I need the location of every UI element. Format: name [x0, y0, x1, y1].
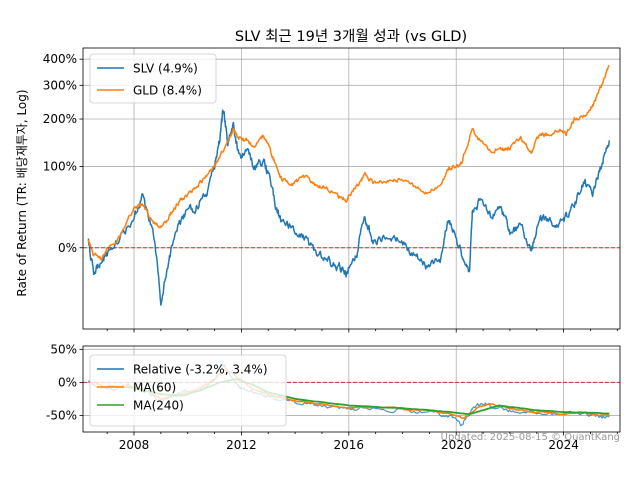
- rel-legend-label: MA(60): [133, 381, 176, 395]
- main-ytick-label: 100%: [43, 160, 77, 174]
- rel-ytick-label: -50%: [46, 408, 77, 422]
- y-axis-label: Rate of Return (TR: 배당재투자, Log): [15, 89, 29, 296]
- rel-xtick-label: 2024: [548, 438, 579, 452]
- chart-title: SLV 최근 19년 3개월 성과 (vs GLD): [235, 28, 467, 45]
- main-legend-label: SLV (4.9%): [133, 62, 198, 76]
- main-plot-area: [87, 65, 611, 306]
- main-legend-label: GLD (8.4%): [133, 84, 202, 98]
- rel-xtick-label: 2016: [334, 438, 365, 452]
- main-chart: 400% 300% 200% 100% 0% SLV (4.9%) GLD (8.4%): [43, 47, 621, 333]
- main-ytick-label: 400%: [43, 52, 77, 66]
- main-ytick-label: 0%: [58, 241, 77, 255]
- rel-axes-frame: [82, 345, 621, 433]
- rel-legend-box: [89, 354, 287, 427]
- main-series-line-1: [87, 65, 610, 261]
- relative-chart: 50% 0% -50% 2008 2012 2016 2020 2024 Relative (-…: [46, 342, 621, 452]
- main-legend: SLV (4.9%) GLD (8.4%): [89, 53, 217, 104]
- main-series-line-0: [87, 109, 611, 306]
- rel-legend-label: Relative (-3.2%, 3.4%): [133, 363, 268, 377]
- rel-legend: Relative (-3.2%, 3.4%) MA(60) MA(240): [89, 354, 287, 427]
- rel-xtick-label: 2012: [226, 438, 257, 452]
- rel-xtick-label: 2008: [119, 438, 150, 452]
- main-ytick-label: 200%: [43, 112, 77, 126]
- rel-xtick-label: 2020: [441, 438, 472, 452]
- rel-ytick-label: 50%: [50, 342, 77, 356]
- main-axes-frame: [82, 47, 621, 330]
- main-ytick-label: 300%: [43, 78, 77, 92]
- rel-ytick-label: 0%: [58, 375, 77, 389]
- rel-legend-label: MA(240): [133, 399, 184, 413]
- credit-watermark: Updated: 2025-08-15 © QuantKang: [441, 432, 620, 443]
